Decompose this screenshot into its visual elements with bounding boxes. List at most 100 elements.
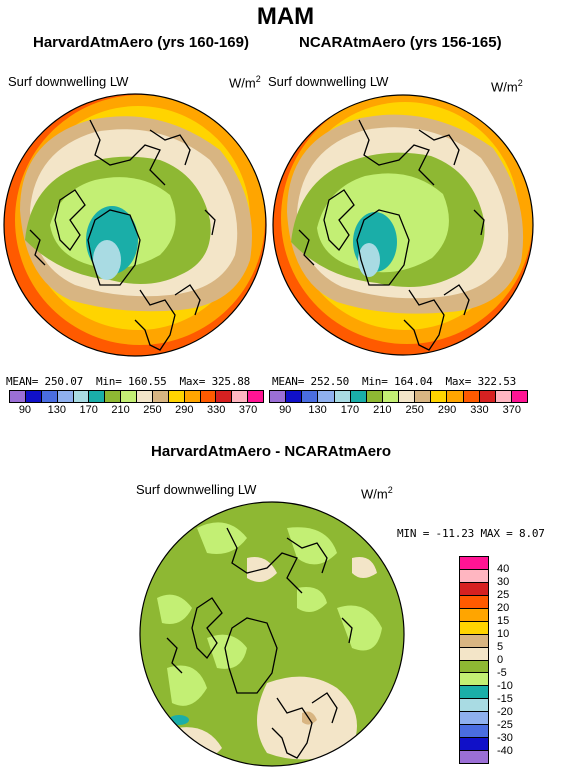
colorbar-2-swatch [447, 391, 464, 402]
colorbar-2-swatch [302, 391, 319, 402]
map-diff-border [139, 501, 405, 767]
colorbar-2-label: 130 [308, 404, 327, 416]
colorbar-1-swatch [57, 391, 74, 402]
map-difference [139, 501, 405, 767]
diff-stats: MIN = -11.23 MAX = 8.07 [397, 527, 545, 540]
diff-colorbar-label: 25 [497, 589, 510, 601]
diff-colorbar-swatch [460, 686, 488, 700]
colorbar-2-label: 250 [405, 404, 424, 416]
colorbar-1-swatch [121, 391, 137, 402]
map-panel-2 [272, 94, 534, 356]
panel-2-units: W/m2 [491, 78, 523, 95]
colorbar-2 [269, 390, 528, 403]
diff-colorbar-swatch [460, 595, 488, 609]
diff-title: HarvardAtmAero - NCARAtmAero [151, 443, 392, 460]
diff-colorbar-label: -15 [497, 693, 513, 705]
colorbar-2-swatch [318, 391, 335, 402]
colorbar-2-label: 90 [279, 404, 292, 416]
diff-variable: Surf downwelling LW [136, 482, 257, 497]
colorbar-1-swatch [105, 391, 122, 402]
coastlines [166, 527, 353, 759]
diff-colorbar-label: -10 [497, 680, 513, 692]
colorbar-2-swatch [495, 391, 512, 402]
colorbar-1-swatch [216, 391, 233, 402]
diff-colorbar-swatch [460, 738, 488, 752]
panel-1-title: HarvardAtmAero (yrs 160-169) [33, 34, 249, 51]
panel-2-stats: MEAN= 252.50 Min= 164.04 Max= 322.53 [272, 375, 517, 388]
colorbar-2-label: 290 [437, 404, 457, 416]
diff-colorbar-swatch [460, 725, 488, 739]
coastlines [29, 119, 216, 351]
diff-colorbar [459, 556, 489, 764]
diff-colorbar-swatch [460, 660, 488, 674]
colorbar-1-label: 370 [238, 404, 258, 416]
colorbar-1-label: 90 [18, 404, 32, 416]
diff-colorbar-label: 5 [497, 641, 504, 653]
colorbar-1-swatch [184, 391, 201, 402]
colorbar-1-label: 170 [79, 404, 98, 416]
colorbar-2-swatch [350, 391, 367, 402]
colorbar-1-swatch [248, 391, 263, 402]
colorbar-1-label: 290 [175, 404, 194, 416]
colorbar-1-swatch [152, 391, 169, 402]
panel-1-variable: Surf downwelling LW [8, 74, 129, 89]
colorbar-2-label: 210 [373, 404, 392, 416]
colorbar-1-swatch [25, 391, 42, 402]
colorbar-2-label: 330 [470, 404, 489, 416]
panel-2-title: NCARAtmAero (yrs 156-165) [299, 34, 502, 51]
colorbar-1-swatch [168, 391, 185, 402]
colorbar-1-swatch [10, 391, 26, 402]
diff-colorbar-swatch [460, 699, 488, 713]
colorbar-2-swatch [479, 391, 496, 402]
colorbar-1-label: 210 [111, 404, 130, 416]
colorbar-2-swatch [270, 391, 287, 402]
diff-colorbar-swatch [460, 634, 488, 648]
diff-colorbar-swatch [460, 557, 488, 570]
colorbar-1-swatch [73, 391, 90, 402]
field-lightgreen [197, 522, 247, 554]
colorbar-1-label: 250 [143, 404, 162, 416]
panel-1-units: W/m2 [229, 74, 261, 91]
colorbar-2-label: 370 [502, 404, 521, 416]
map-panel-1 [3, 93, 267, 357]
colorbar-2-swatch [463, 391, 480, 402]
colorbar-2-swatch [399, 391, 416, 402]
diff-colorbar-label: -20 [497, 706, 513, 718]
field-lightblue [93, 240, 121, 280]
colorbar-1-label: 130 [47, 404, 66, 416]
colorbar-2-swatch [382, 391, 399, 402]
colorbar-1-swatch [200, 391, 217, 402]
diff-colorbar-swatch [460, 751, 488, 763]
diff-colorbar-swatch [460, 608, 488, 622]
map-1-border [3, 93, 267, 357]
main-title: MAM [256, 3, 315, 30]
diff-colorbar-swatch [460, 673, 488, 687]
diff-colorbar-label: -5 [497, 667, 507, 679]
colorbar-1-swatch [137, 391, 153, 402]
diff-colorbar-label: 30 [497, 576, 510, 588]
colorbar-2-swatch [334, 391, 351, 402]
colorbar-2-swatch [366, 391, 383, 402]
diff-colorbar-label: -25 [497, 719, 513, 731]
map-2-border [272, 94, 534, 356]
diff-colorbar-swatch [460, 621, 488, 635]
diff-colorbar-label: 10 [497, 628, 510, 640]
colorbar-2-swatch [511, 391, 527, 402]
diff-units: W/m2 [361, 485, 393, 502]
colorbar-1-swatch [89, 391, 106, 402]
diff-colorbar-label: 20 [497, 602, 510, 614]
diff-colorbar-swatch [460, 647, 488, 661]
colorbar-2-swatch [415, 391, 432, 402]
diff-colorbar-swatch [460, 582, 488, 596]
colorbar-1-label: 330 [207, 404, 226, 416]
colorbar-2-label: 170 [340, 404, 360, 416]
colorbar-1-swatch [232, 391, 249, 402]
diff-colorbar-swatch [460, 712, 488, 726]
diff-colorbar-label: 15 [497, 615, 510, 627]
coastlines [298, 119, 485, 351]
colorbar-1 [9, 390, 264, 403]
diff-colorbar-label: 0 [497, 654, 504, 666]
panel-1-stats: MEAN= 250.07 Min= 160.55 Max= 325.88 [6, 375, 251, 388]
panel-2-variable: Surf downwelling LW [268, 74, 389, 89]
colorbar-2-swatch [286, 391, 303, 402]
